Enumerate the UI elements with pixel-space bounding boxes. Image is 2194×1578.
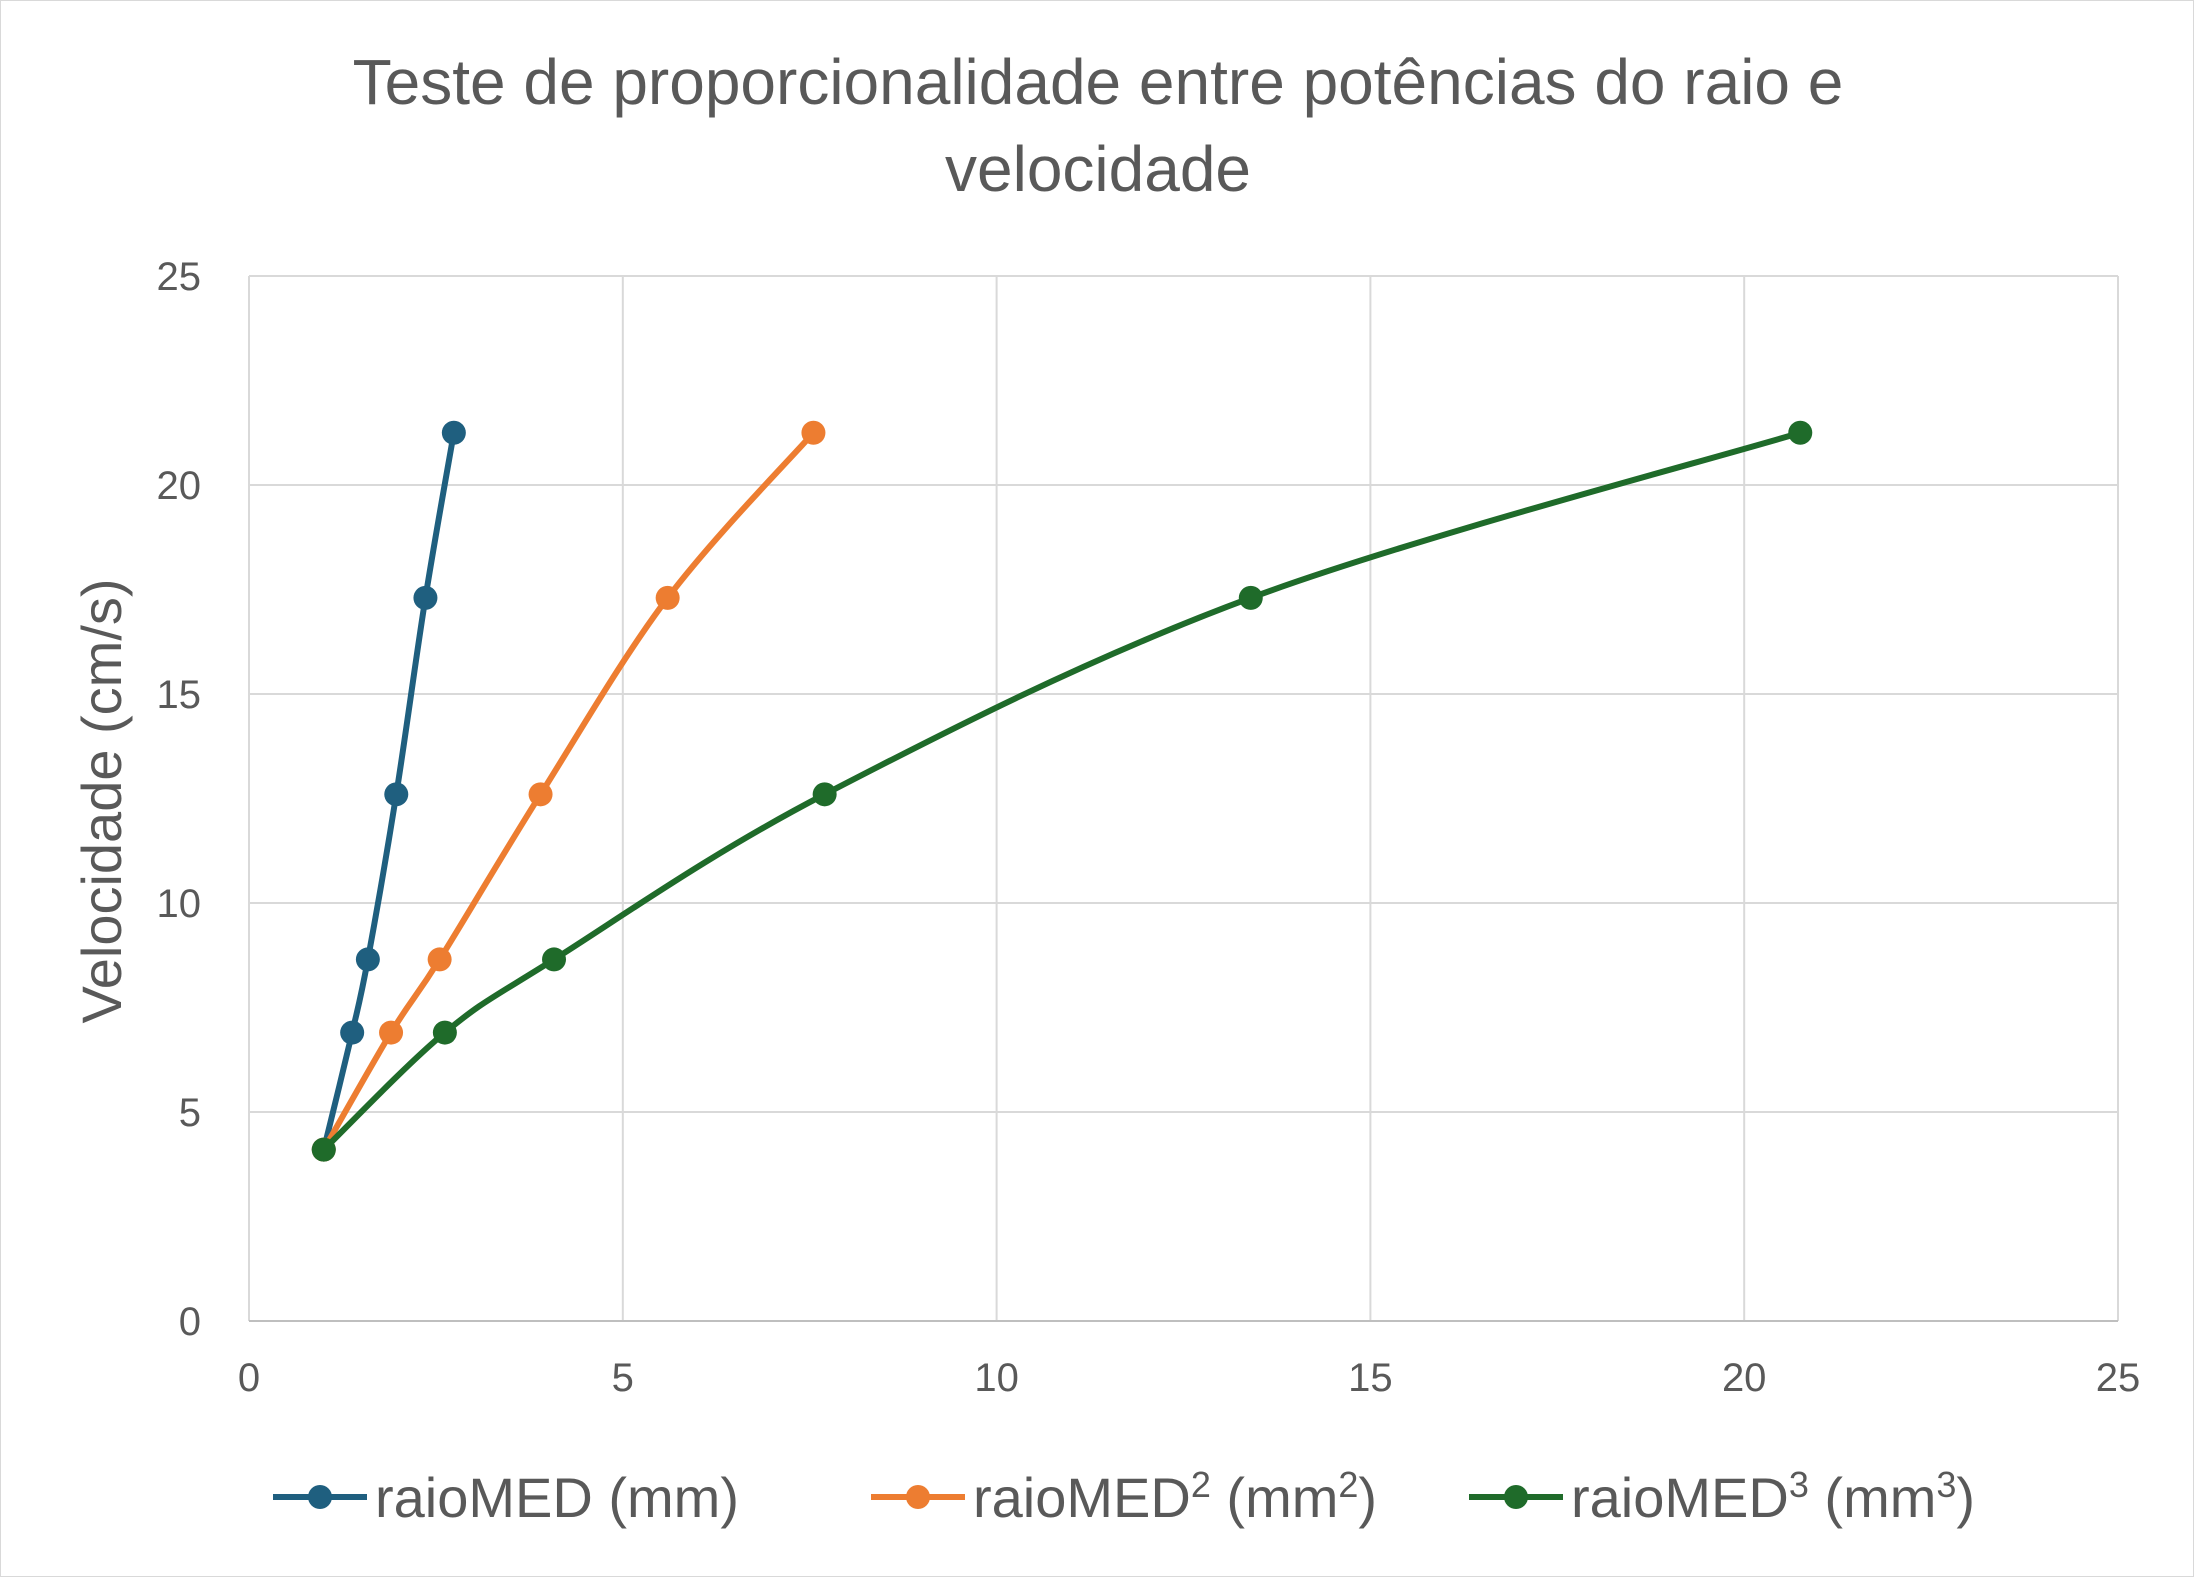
grid-layer	[248, 275, 2119, 1321]
data-point	[427, 947, 452, 972]
x-tick-label: 15	[1348, 1356, 1393, 1400]
series-layer	[311, 420, 1813, 1162]
data-point	[311, 1137, 336, 1162]
chart-title-line-1: Teste de proporcionalidade entre potênci…	[353, 46, 1844, 118]
data-point	[801, 420, 826, 445]
data-point	[355, 947, 380, 972]
series-1	[311, 420, 466, 1162]
y-tick-label: 15	[157, 673, 202, 717]
legend-item-1: raioMED (mm)	[273, 1466, 739, 1529]
series-3	[311, 420, 1813, 1162]
x-tick-label: 0	[238, 1356, 260, 1400]
legend-marker	[906, 1485, 930, 1509]
data-point	[441, 420, 466, 445]
legend-item-2: raioMED2 (mm2)	[871, 1464, 1377, 1529]
y-tick-label: 20	[157, 464, 202, 508]
tick-label-layer: 0 5 10 15 20 25 0 5 10 15 20 25	[157, 255, 2141, 1400]
y-tick-label: 25	[157, 255, 202, 299]
data-point	[542, 947, 567, 972]
data-point	[413, 585, 438, 610]
data-point	[655, 585, 680, 610]
legend-label: raioMED (mm)	[375, 1466, 739, 1529]
data-point	[340, 1020, 365, 1045]
y-axis-title: Velocidade (cm/s)	[70, 578, 133, 1023]
legend-marker	[1504, 1485, 1528, 1509]
legend-marker	[308, 1485, 332, 1509]
legend: raioMED (mm) raioMED2 (mm2) raioMED3 (mm3)	[273, 1464, 1975, 1529]
x-tick-label: 5	[612, 1356, 634, 1400]
y-tick-label: 10	[157, 882, 202, 926]
data-point	[432, 1020, 457, 1045]
data-point	[1788, 420, 1813, 445]
data-point	[1238, 585, 1263, 610]
legend-label: raioMED2 (mm2)	[973, 1464, 1377, 1529]
chart-title-line-2: velocidade	[945, 133, 1251, 205]
legend-label: raioMED3 (mm3)	[1571, 1464, 1975, 1529]
y-tick-label: 0	[179, 1300, 201, 1344]
data-point	[812, 782, 837, 807]
x-tick-label: 20	[1722, 1356, 1767, 1400]
data-point	[384, 782, 409, 807]
y-tick-label: 5	[179, 1091, 201, 1135]
data-point	[379, 1020, 404, 1045]
x-tick-label: 25	[2096, 1356, 2141, 1400]
legend-item-3: raioMED3 (mm3)	[1469, 1464, 1975, 1529]
x-tick-label: 10	[974, 1356, 1019, 1400]
data-point	[528, 782, 553, 807]
